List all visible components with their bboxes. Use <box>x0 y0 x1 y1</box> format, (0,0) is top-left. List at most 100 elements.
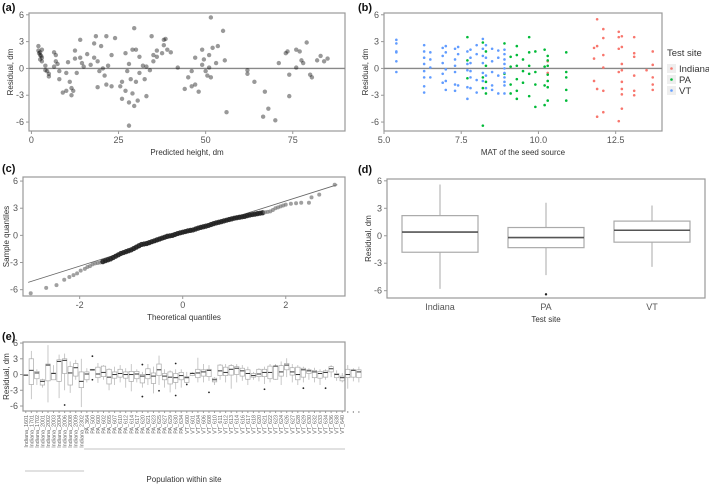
data-point-pa <box>509 55 512 59</box>
population-box <box>45 345 51 403</box>
data-point <box>95 84 100 90</box>
iqr-box <box>228 365 234 376</box>
data-point <box>37 52 43 58</box>
data-point <box>300 60 306 66</box>
data-point-indiana <box>651 88 655 92</box>
data-point <box>105 63 111 68</box>
box-pa <box>507 202 585 296</box>
data-point <box>142 76 147 82</box>
legend-label: Indiana <box>679 64 709 75</box>
population-box <box>178 369 184 388</box>
data-point <box>213 60 219 66</box>
data-point <box>74 70 79 76</box>
x-axis-title: MAT of the seed source <box>481 148 566 157</box>
data-point <box>135 98 140 103</box>
population-box <box>284 358 290 378</box>
iqr-box <box>100 365 107 377</box>
population-box <box>311 367 318 383</box>
population-box <box>128 364 134 392</box>
data-point-vt <box>429 51 432 54</box>
population-label: PA_614 <box>129 415 135 434</box>
y-tick-label: -3 <box>371 90 379 100</box>
population-label: Indiana_2003 <box>52 415 58 448</box>
population-box <box>195 357 201 383</box>
data-point-pa <box>546 85 550 89</box>
data-point <box>57 68 62 74</box>
data-point <box>104 34 109 39</box>
y-tick-label: -3 <box>16 90 24 100</box>
population-label: VT_632 <box>312 415 318 434</box>
population-box <box>134 369 140 383</box>
data-point-indiana <box>595 87 599 91</box>
y-tick-label: 3 <box>19 37 24 47</box>
data-point-pa <box>466 76 469 80</box>
data-point <box>37 57 43 62</box>
population-label: VT_624 <box>279 415 285 434</box>
population-box <box>334 370 340 381</box>
iqr-box <box>28 358 34 385</box>
data-point-vt <box>484 86 488 90</box>
data-point-indiana <box>617 70 621 74</box>
outlier-point <box>174 362 177 365</box>
data-point <box>147 68 153 73</box>
population-label: VT_600 <box>185 415 191 434</box>
data-point-vt <box>422 50 426 53</box>
data-point <box>125 68 130 74</box>
data-point-pa <box>546 79 550 83</box>
data-point <box>64 70 69 76</box>
population-label: Indiana_1601 <box>24 415 30 448</box>
population-label: PA_623 <box>151 415 157 434</box>
data-point-pa <box>515 44 519 48</box>
data-point <box>297 49 302 54</box>
population-box <box>150 366 157 394</box>
data-point <box>72 48 78 53</box>
population-label: Indiana_2004 <box>57 415 63 448</box>
data-point-vt <box>466 85 469 89</box>
iqr-box <box>134 371 140 380</box>
data-point-vt <box>503 84 506 87</box>
data-point-vt <box>481 54 485 58</box>
data-point-pa <box>484 80 488 84</box>
data-point-indiana <box>617 35 621 39</box>
y-axis-title: Sample quantiles <box>2 206 11 267</box>
data-point-vt <box>475 91 478 94</box>
data-point-vt <box>429 66 432 69</box>
box-vt <box>613 205 691 267</box>
iqr-box <box>206 368 212 377</box>
qq-point <box>317 192 322 197</box>
data-point-vt <box>422 91 426 94</box>
iqr-box <box>339 375 345 382</box>
iqr-box <box>128 371 134 382</box>
data-point-pa <box>534 70 537 74</box>
population-box <box>184 371 190 386</box>
legend-label: VT <box>679 86 691 97</box>
population-label: VT_601 <box>190 415 196 434</box>
data-point <box>260 114 266 119</box>
population-box <box>173 362 179 397</box>
data-point-indiana <box>617 47 621 51</box>
data-point-vt <box>490 47 494 51</box>
data-point-vt <box>481 61 485 65</box>
population-label: Indiana_2001 <box>40 415 46 448</box>
data-point-pa <box>503 42 506 45</box>
data-point-pa <box>515 97 519 101</box>
iqr-box <box>245 369 251 380</box>
iqr-box <box>311 369 318 379</box>
data-point-vt <box>503 58 506 61</box>
data-point <box>130 47 135 52</box>
data-point-pa <box>515 89 519 93</box>
y-tick-label: -3 <box>10 258 18 268</box>
iqr-box <box>161 373 168 381</box>
data-point <box>133 47 139 52</box>
population-label: VT_638 <box>335 415 341 434</box>
qq-point <box>44 285 49 290</box>
population-label: Indiana_2002 <box>46 415 52 448</box>
data-point-pa <box>484 92 488 95</box>
data-point-pa <box>481 41 485 44</box>
data-point-vt <box>490 70 494 74</box>
iqr-box <box>184 376 190 383</box>
data-point-pa <box>484 50 488 53</box>
population-box <box>261 366 268 391</box>
x-tick-label: 12.5 <box>607 135 625 145</box>
data-point <box>60 90 65 95</box>
